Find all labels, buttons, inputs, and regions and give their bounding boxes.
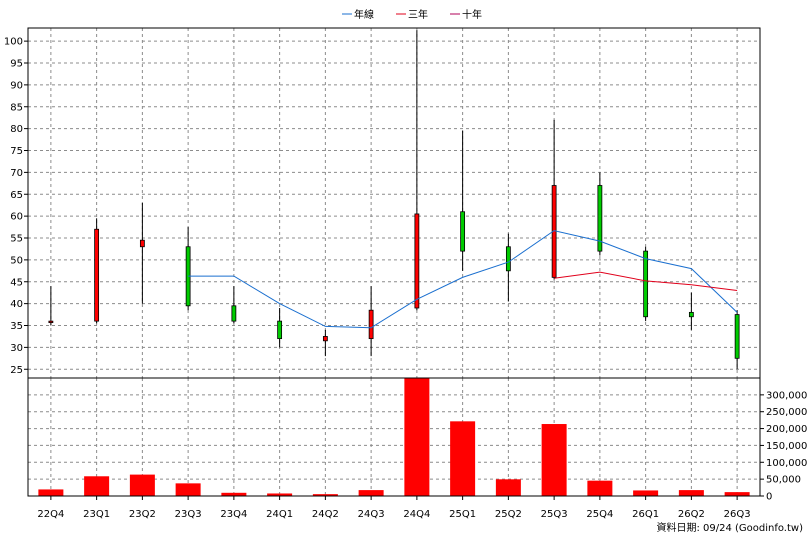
price-tick-label-13: 90 (10, 80, 23, 91)
volume-bar-26Q3 (724, 492, 750, 497)
candle-body-25Q2 (505, 246, 511, 272)
candle-body-24Q1 (277, 320, 283, 340)
chart-legend: 年線 三年 十年 (342, 8, 482, 21)
source-footer: 資料日期: 09/24 (Goodinfo.tw) (656, 521, 803, 534)
legend-label-1: 三年 (408, 8, 428, 21)
price-tick-label-10: 75 (10, 146, 23, 157)
candle-body-23Q1 (94, 228, 100, 322)
volume-tick-label-3: 150,000 (766, 441, 807, 452)
candle-body-25Q4 (597, 185, 603, 252)
candle-body-25Q1 (460, 211, 466, 252)
price-tick-label-14: 95 (10, 59, 23, 70)
volume-bar-25Q1 (450, 421, 476, 497)
x-tick-label-24Q2: 24Q2 (312, 509, 339, 520)
x-tick-label-25Q3: 25Q3 (541, 509, 568, 520)
volume-tick-label-4: 200,000 (766, 424, 807, 435)
price-tick-label-5: 50 (10, 255, 23, 266)
x-tick-label-24Q4: 24Q4 (403, 509, 430, 520)
volume-bar-25Q4 (587, 480, 613, 497)
price-tick-label-1: 30 (10, 343, 23, 354)
x-tick-label-24Q1: 24Q1 (266, 509, 293, 520)
candle-body-24Q2 (322, 336, 328, 342)
x-tick-label-22Q4: 22Q4 (37, 509, 64, 520)
candle-body-26Q3 (734, 314, 740, 359)
candle-body-23Q2 (139, 239, 145, 248)
volume-bar-24Q3 (358, 490, 384, 497)
volume-bar-24Q4 (404, 377, 430, 497)
price-tick-label-0: 25 (10, 365, 23, 376)
price-tick-label-11: 80 (10, 124, 23, 135)
plot-frames (27, 27, 761, 497)
price-tick-label-9: 70 (10, 168, 23, 179)
axis-labels: 25 30 35 40 45 50 55 60 65 70 75 80 85 90 95 100 0 50,000… (4, 37, 807, 520)
price-tick-label-12: 85 (10, 102, 23, 113)
volume-tick-label-6: 300,000 (766, 390, 807, 401)
volume-grid (28, 378, 760, 497)
x-tick-label-26Q1: 26Q1 (632, 509, 659, 520)
volume-bar-26Q1 (633, 490, 659, 497)
candle-body-24Q3 (368, 309, 374, 340)
price-tick-label-15: 100 (4, 37, 23, 48)
price-tick-label-8: 65 (10, 190, 23, 201)
price-tick-label-3: 40 (10, 299, 23, 310)
volume-bar-25Q3 (541, 424, 567, 497)
series-line-0 (188, 230, 738, 329)
volume-bar-26Q2 (678, 490, 704, 497)
price-tick-label-7: 60 (10, 212, 23, 223)
x-tick-label-25Q1: 25Q1 (449, 509, 476, 520)
candlesticks (48, 30, 740, 370)
candle-body-23Q4 (231, 305, 237, 322)
price-tick-label-4: 45 (10, 277, 23, 288)
volume-bar-22Q4 (38, 489, 64, 497)
legend-label-2: 十年 (462, 8, 482, 21)
volume-tick-label-1: 50,000 (766, 475, 801, 486)
price-grid (28, 28, 760, 378)
volume-tick-label-0: 0 (766, 492, 772, 503)
candle-body-22Q4 (48, 320, 54, 324)
volume-bar-25Q2 (495, 479, 521, 497)
volume-bar-23Q1 (84, 476, 110, 497)
legend-label-0: 年線 (354, 8, 374, 21)
x-tick-label-25Q4: 25Q4 (586, 509, 613, 520)
x-tick-label-23Q3: 23Q3 (175, 509, 202, 520)
price-tick-label-6: 55 (10, 234, 23, 245)
volume-bars (38, 377, 750, 497)
x-tick-label-25Q2: 25Q2 (495, 509, 522, 520)
volume-bar-23Q3 (175, 483, 201, 497)
price-tick-label-2: 35 (10, 321, 23, 332)
x-tick-label-26Q3: 26Q3 (724, 509, 751, 520)
moving-average-lines (188, 230, 738, 329)
x-tick-label-23Q2: 23Q2 (129, 509, 156, 520)
series-line-1 (554, 271, 738, 291)
candle-body-26Q1 (643, 250, 649, 318)
volume-tick-label-5: 250,000 (766, 407, 807, 418)
x-tick-label-23Q4: 23Q4 (220, 509, 247, 520)
candle-body-24Q4 (414, 213, 420, 309)
volume-tick-label-2: 100,000 (766, 458, 807, 469)
volume-bar-23Q2 (129, 474, 155, 497)
volume-plot-frame (27, 377, 761, 497)
x-tick-label-26Q2: 26Q2 (678, 509, 705, 520)
x-tick-label-24Q3: 24Q3 (358, 509, 385, 520)
x-tick-label-23Q1: 23Q1 (83, 509, 110, 520)
candle-body-26Q2 (688, 311, 694, 318)
